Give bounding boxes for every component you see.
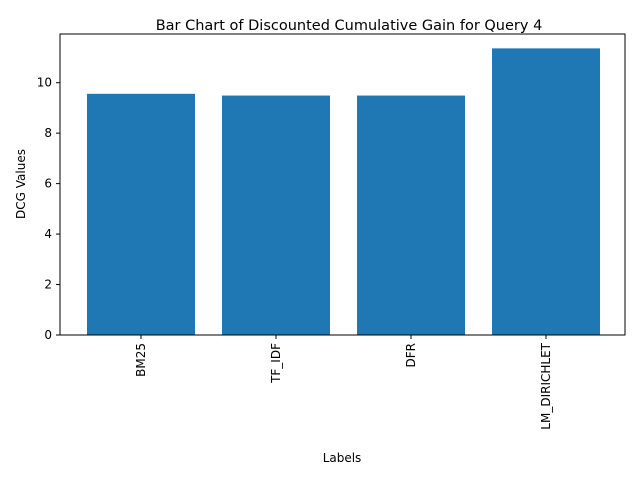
y-axis-label: DCG Values [14, 149, 28, 219]
bar-bm25 [87, 93, 195, 335]
bar-tf-idf [222, 95, 330, 336]
y-tick-label: 2 [44, 278, 52, 292]
x-tick-label: BM25 [134, 343, 148, 377]
bar-lm-dirichlet [492, 48, 600, 336]
x-axis-label: Labels [323, 451, 362, 465]
y-tick-label: 8 [44, 126, 52, 140]
x-tick-label: TF_IDF [269, 343, 283, 384]
x-tick-label: LM_DIRICHLET [539, 342, 553, 429]
y-tick-label: 10 [37, 76, 52, 90]
x-tick-label: DFR [404, 343, 418, 367]
y-tick-label: 6 [44, 177, 52, 191]
bars-group [87, 48, 600, 336]
y-tick-label: 4 [44, 227, 52, 241]
x-axis: BM25 TF_IDF DFR LM_DIRICHLET [134, 335, 553, 430]
bar-dfr [357, 95, 465, 336]
y-tick-label: 0 [44, 328, 52, 342]
plot-frame [59, 33, 626, 336]
chart-title: Bar Chart of Discounted Cumulative Gain … [156, 18, 543, 34]
y-axis: 0 2 4 6 8 10 [37, 76, 60, 342]
